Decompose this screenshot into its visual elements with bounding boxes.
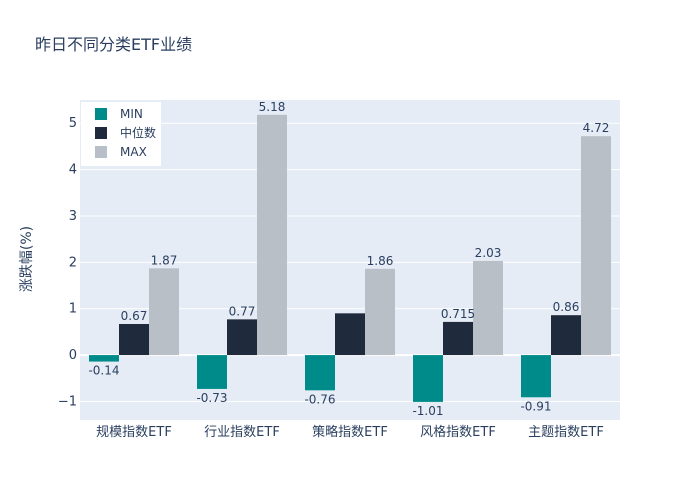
legend-swatch [95, 127, 107, 139]
legend-swatch [95, 108, 107, 120]
data-label: 4.72 [583, 121, 610, 135]
data-label: -1.01 [412, 404, 443, 418]
bar [581, 136, 611, 356]
y-axis-label: 涨跌幅(%) [19, 226, 35, 292]
bar [257, 114, 287, 356]
chart-title: 昨日不同分类ETF业绩 [35, 35, 192, 54]
data-label: 2.03 [475, 246, 502, 260]
bar [335, 313, 365, 356]
bar [119, 324, 149, 356]
y-tick-label: −1 [58, 394, 77, 409]
data-label: 0.67 [121, 309, 148, 323]
bar [89, 355, 119, 362]
data-label: 0.86 [553, 300, 580, 314]
y-tick-label: 3 [69, 209, 77, 224]
x-category-label: 规模指数ETF [96, 425, 172, 440]
data-label: -0.76 [304, 392, 335, 406]
data-label: 0.715 [441, 307, 475, 321]
bar [551, 315, 581, 356]
legend-swatch [95, 146, 107, 158]
data-labels: -0.14 0.67 1.87 -0.73 0.77 5.18 -0.76 1.86 -1.01… [88, 100, 609, 418]
x-category-labels: 规模指数ETF 行业指数ETF 策略指数ETF 风格指数ETF 主题指数ETF [96, 424, 604, 440]
bar [305, 355, 335, 391]
data-label: 1.87 [151, 253, 178, 267]
x-category-label: 策略指数ETF [312, 424, 388, 440]
data-label: 1.86 [367, 254, 394, 268]
x-category-label: 风格指数ETF [420, 424, 496, 440]
y-tick-label: 1 [69, 302, 77, 317]
y-tick-label: 5 [69, 116, 77, 131]
data-label: 5.18 [259, 100, 286, 114]
data-label: -0.73 [196, 391, 227, 405]
y-tick-labels: −1 0 1 2 3 4 5 [58, 116, 77, 409]
y-tick-label: 2 [69, 255, 77, 270]
bar [365, 268, 395, 356]
legend-box [81, 102, 161, 166]
data-label: -0.14 [88, 364, 119, 378]
bar [413, 355, 443, 402]
y-tick-label: 4 [69, 163, 77, 178]
data-label: 0.77 [229, 304, 256, 318]
legend: MIN 中位数 MAX [81, 102, 161, 166]
bar [521, 355, 551, 398]
data-label: -0.91 [520, 399, 551, 413]
legend-item-label: 中位数 [120, 125, 156, 140]
bar [227, 319, 257, 356]
legend-item-label: MAX [120, 145, 147, 159]
bar [473, 260, 503, 356]
bar [197, 355, 227, 389]
bar [149, 268, 179, 356]
x-category-label: 主题指数ETF [528, 425, 604, 440]
x-category-label: 行业指数ETF [204, 425, 280, 440]
y-tick-label: 0 [69, 348, 77, 363]
legend-item-label: MIN [120, 107, 143, 121]
bar [443, 321, 473, 356]
bars [89, 114, 611, 402]
